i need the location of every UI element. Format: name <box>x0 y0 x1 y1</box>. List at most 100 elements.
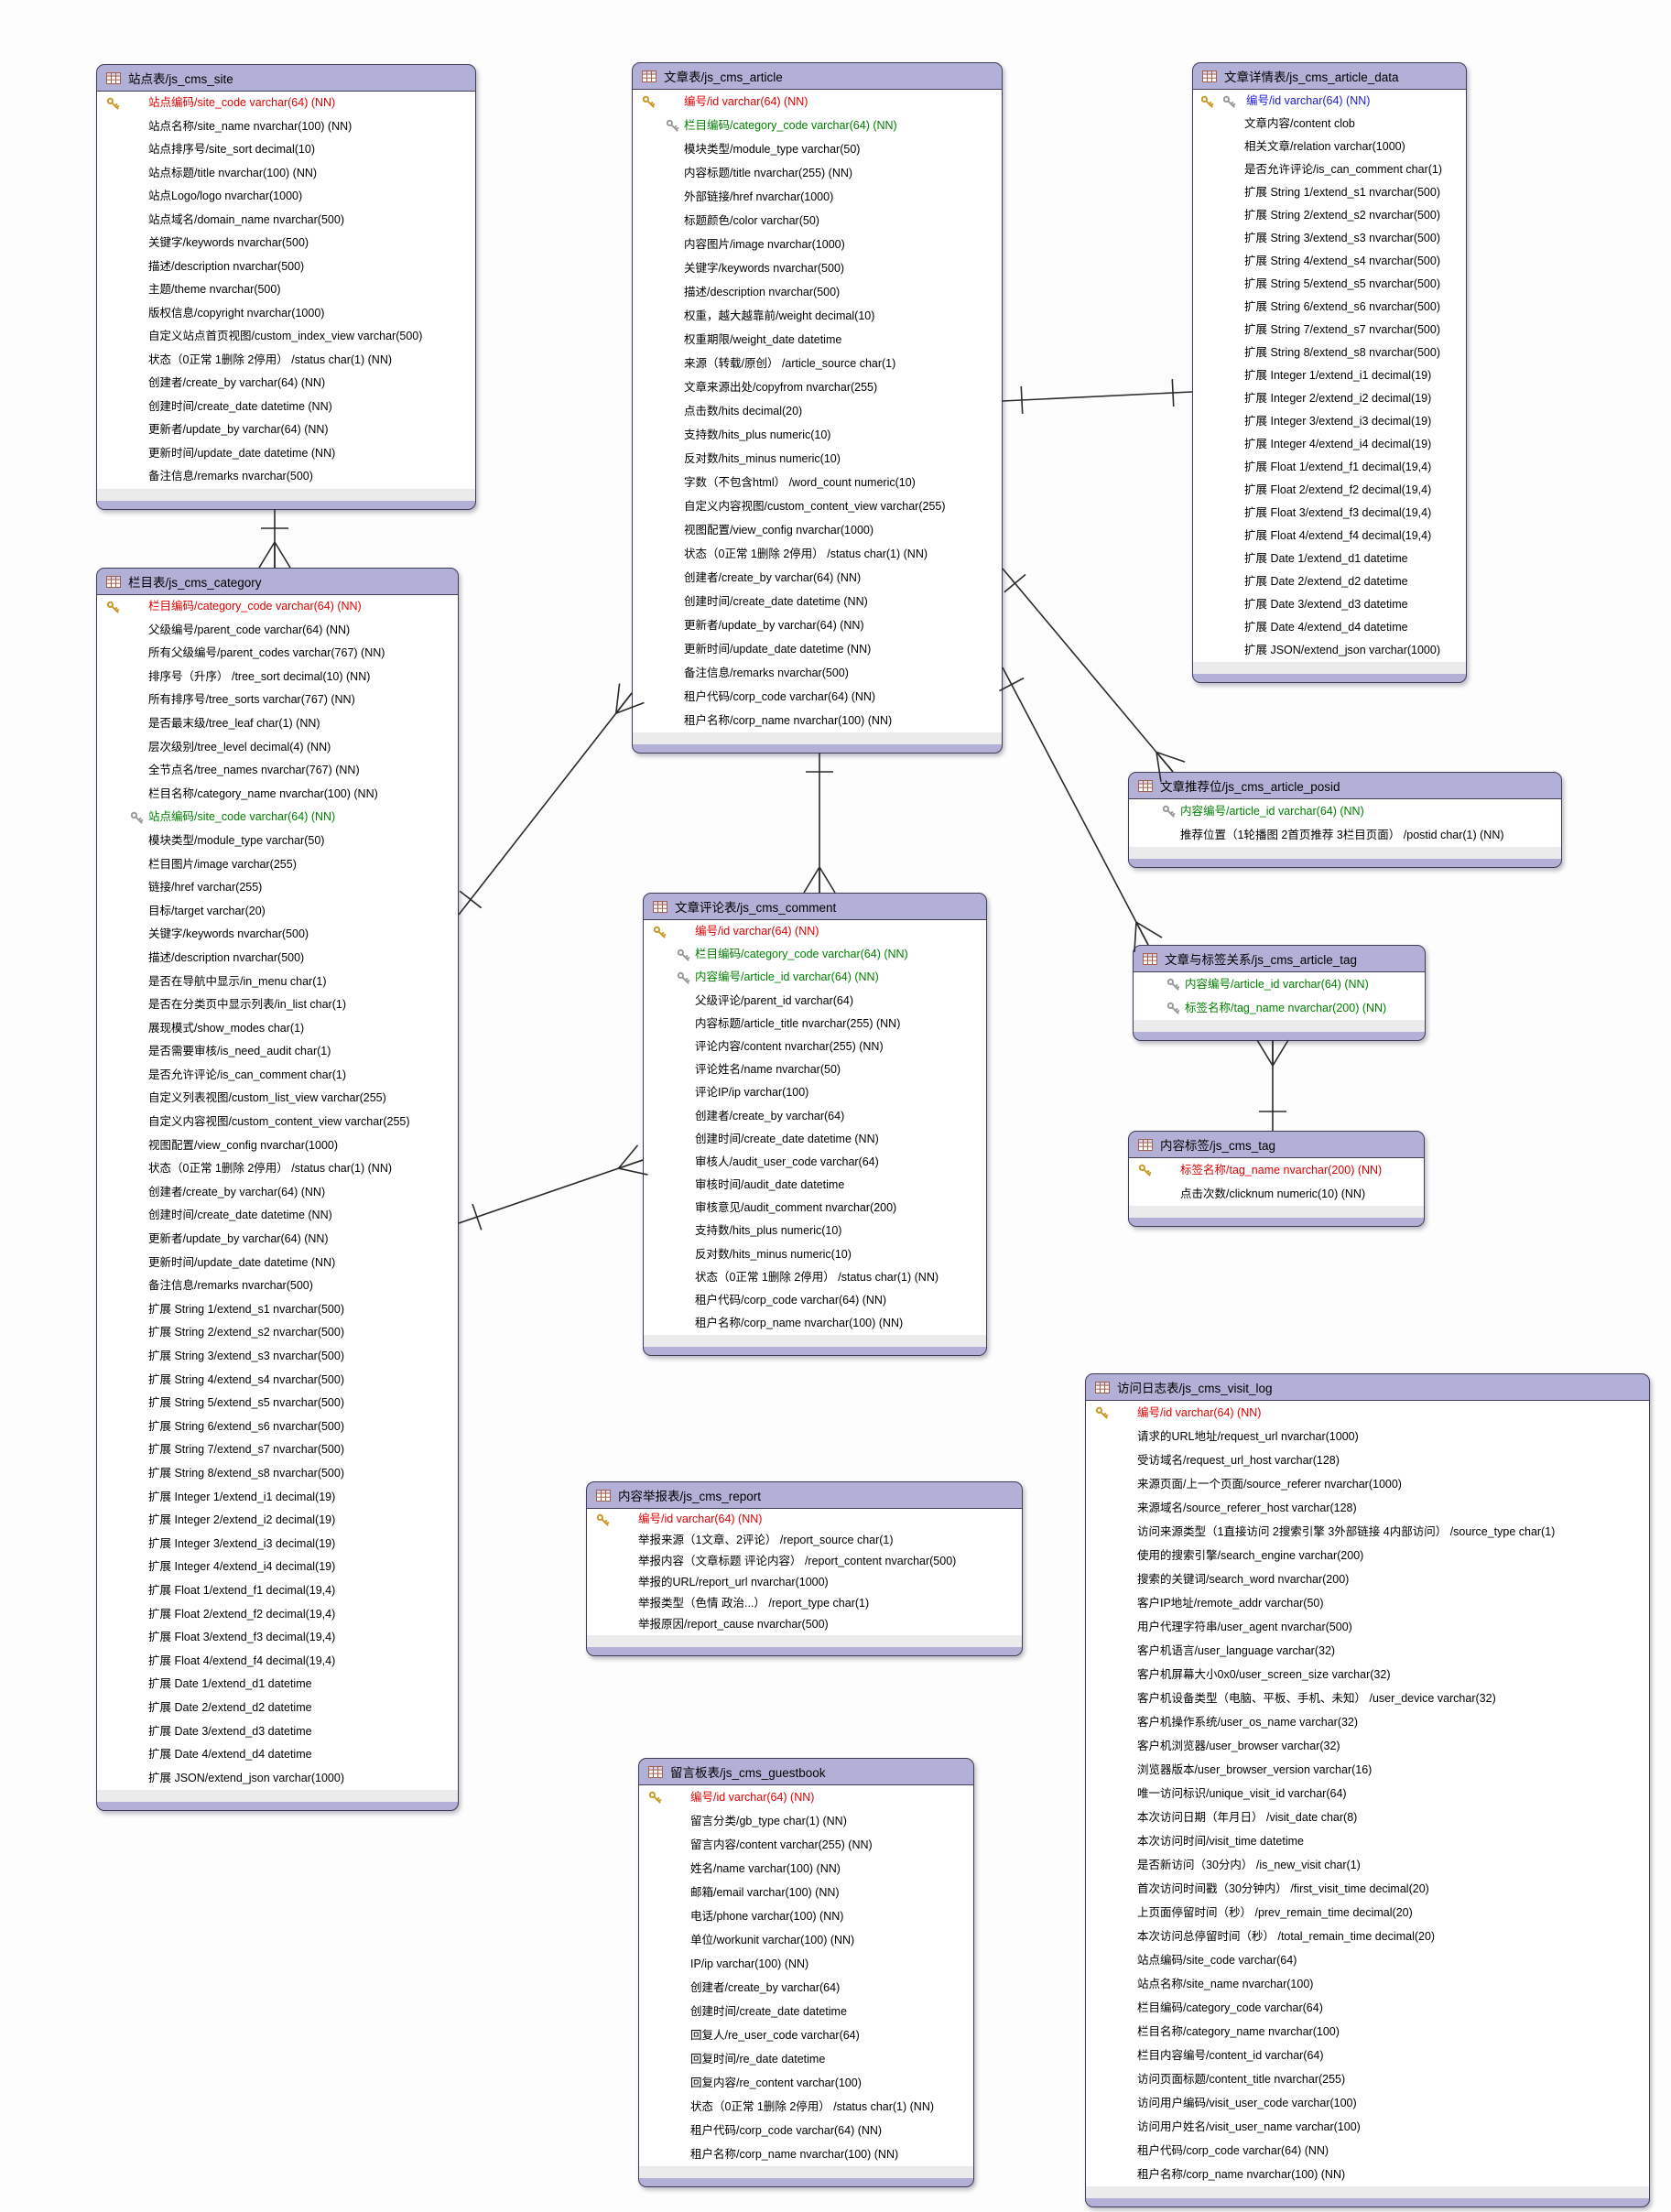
table-icon <box>1138 1138 1153 1151</box>
field-label: 来源域名/source_referer_host varchar(128) <box>1137 1502 1357 1514</box>
field-row-plain: 版权信息/copyright nvarchar(1000) <box>97 302 475 326</box>
table-footer-strip <box>1129 1206 1424 1218</box>
table-js_cms_article_posid[interactable]: 文章推荐位/js_cms_article_posid 内容编号/article_i… <box>1128 772 1562 868</box>
field-row-plain: 扩展 Float 3/extend_f3 decimal(19,4) <box>97 1626 458 1650</box>
field-label: 扩展 Date 1/extend_d1 datetime <box>1244 552 1408 565</box>
field-label: 站点名称/site_name nvarchar(100) <box>1137 1978 1314 1990</box>
field-label: 站点名称/site_name nvarchar(100) (NN) <box>148 119 353 133</box>
field-label: 关键字/keywords nvarchar(500) <box>684 262 845 275</box>
table-js_cms_article_tag[interactable]: 文章与标签关系/js_cms_article_tag 内容编号/article_i… <box>1133 945 1426 1041</box>
field-row-plain: 扩展 String 2/extend_s2 nvarchar(500) <box>97 1321 458 1345</box>
field-row-plain: 审核意见/audit_comment nvarchar(200) <box>644 1197 986 1220</box>
field-row-plain: 扩展 String 6/extend_s6 nvarchar(500) <box>97 1415 458 1439</box>
field-label: 全节点名/tree_names nvarchar(767) (NN) <box>148 764 360 777</box>
table-title: 文章详情表/js_cms_article_data <box>1224 70 1399 84</box>
field-row-plain: 扩展 String 7/extend_s7 nvarchar(500) <box>97 1438 458 1462</box>
field-label: 扩展 Float 1/extend_f1 decimal(19,4) <box>1244 461 1432 473</box>
field-label: 权重，越大越靠前/weight decimal(10) <box>684 309 875 322</box>
field-row-plain: 更新者/update_by varchar(64) (NN) <box>633 613 1002 637</box>
field-row-plain: 站点编码/site_code varchar(64) <box>1086 1948 1649 1972</box>
table-icon <box>642 70 656 82</box>
field-row-plain: 扩展 Float 2/extend_f2 decimal(19,4) <box>1193 479 1466 502</box>
field-row-plain: 扩展 Float 4/extend_f4 decimal(19,4) <box>1193 525 1466 548</box>
table-js_cms_guestbook[interactable]: 留言板表/js_cms_guestbook 编号/id varchar(64) (… <box>638 1758 974 2187</box>
table-header[interactable]: 文章与标签关系/js_cms_article_tag <box>1134 946 1425 972</box>
field-label: 视图配置/view_config nvarchar(1000) <box>684 524 874 537</box>
field-row-plain: 反对数/hits_minus numeric(10) <box>644 1243 986 1266</box>
field-label: 自定义内容视图/custom_content_view varchar(255) <box>148 1115 410 1129</box>
foreign-key-icon <box>1166 1002 1180 1014</box>
field-label: 标签名称/tag_name nvarchar(200) (NN) <box>1185 1002 1387 1014</box>
field-label: 扩展 String 2/extend_s2 nvarchar(500) <box>1244 209 1440 222</box>
table-header[interactable]: 文章详情表/js_cms_article_data <box>1193 63 1466 90</box>
table-header[interactable]: 文章表/js_cms_article <box>633 63 1002 90</box>
table-header[interactable]: 栏目表/js_cms_category <box>97 569 458 595</box>
field-row-fk: 标签名称/tag_name nvarchar(200) (NN) <box>1134 996 1425 1020</box>
field-row-plain: 扩展 Integer 3/extend_i3 decimal(19) <box>97 1533 458 1556</box>
field-label: 客户机设备类型（电脑、平板、手机、未知） /user_device varcha… <box>1137 1692 1496 1705</box>
field-row-plain: 用户代理字符串/user_agent nvarchar(500) <box>1086 1615 1649 1639</box>
field-label: 内容图片/image nvarchar(1000) <box>684 238 845 251</box>
table-js_cms_visit_log[interactable]: 访问日志表/js_cms_visit_log 编号/id varchar(64) … <box>1085 1373 1650 2207</box>
field-label: 推荐位置（1轮播图 2首页推荐 3栏目页面） /postid char(1) (… <box>1180 829 1504 841</box>
table-header[interactable]: 文章推荐位/js_cms_article_posid <box>1129 773 1561 799</box>
table-header[interactable]: 访问日志表/js_cms_visit_log <box>1086 1374 1649 1401</box>
table-footer-strip <box>644 1335 986 1348</box>
field-label: 站点编码/site_code varchar(64) (NN) <box>148 96 336 109</box>
table-header[interactable]: 内容标签/js_cms_tag <box>1129 1132 1424 1158</box>
field-label: 栏目名称/category_name nvarchar(100) (NN) <box>148 786 378 800</box>
table-js_cms_site[interactable]: 站点表/js_cms_site 站点编码/site_code varchar(64… <box>96 64 476 510</box>
field-label: 是否在分类页中显示列表/in_list char(1) <box>148 998 346 1012</box>
field-label: 扩展 String 3/extend_s3 nvarchar(500) <box>148 1350 344 1362</box>
field-label: 是否允许评论/is_can_comment char(1) <box>1244 163 1443 176</box>
field-row-plain: 扩展 Date 3/extend_d3 datetime <box>1193 593 1466 616</box>
table-header[interactable]: 留言板表/js_cms_guestbook <box>639 1759 973 1785</box>
table-js_cms_report[interactable]: 内容举报表/js_cms_report 编号/id varchar(64) (NN… <box>586 1481 1023 1656</box>
table-header[interactable]: 内容举报表/js_cms_report <box>587 1482 1022 1509</box>
field-label: 本次访问时间/visit_time datetime <box>1137 1835 1304 1848</box>
field-label: 客户IP地址/remote_addr varchar(50) <box>1137 1597 1324 1610</box>
table-fields: 编号/id varchar(64) (NN) 举报来源（1文章、2评论） /rep… <box>587 1509 1022 1635</box>
field-label: 扩展 String 1/extend_s1 nvarchar(500) <box>148 1302 344 1316</box>
primary-key-icon <box>106 97 120 110</box>
field-row-plain: 租户名称/corp_name nvarchar(100) (NN) <box>639 2142 973 2166</box>
table-js_cms_article[interactable]: 文章表/js_cms_article 编号/id varchar(64) (NN)… <box>632 62 1003 754</box>
field-row-plain: 自定义列表视图/custom_list_view varchar(255) <box>97 1087 458 1111</box>
table-js_cms_tag[interactable]: 内容标签/js_cms_tag 标签名称/tag_name nvarchar(20… <box>1128 1131 1425 1227</box>
field-label: 扩展 String 8/extend_s8 nvarchar(500) <box>1244 346 1440 359</box>
field-label: 排序号（升序） /tree_sort decimal(10) (NN) <box>148 669 371 683</box>
table-header[interactable]: 文章评论表/js_cms_comment <box>644 894 986 920</box>
field-label: 字数（不包含html） /word_count numeric(10) <box>684 476 916 489</box>
field-label: 扩展 Float 3/extend_f3 decimal(19,4) <box>148 1631 336 1644</box>
field-label: 自定义内容视图/custom_content_view varchar(255) <box>684 500 946 513</box>
table-js_cms_article_data[interactable]: 文章详情表/js_cms_article_data 编号/id varchar(6… <box>1192 62 1467 683</box>
field-row-plain: 扩展 Integer 2/extend_i2 decimal(19) <box>1193 387 1466 410</box>
foreign-key-icon <box>130 811 144 824</box>
field-label: 文章来源出处/copyfrom nvarchar(255) <box>684 381 878 394</box>
field-row-plain: 来源页面/上一个页面/source_referer nvarchar(1000) <box>1086 1472 1649 1496</box>
field-row-plain: 搜索的关键词/search_word nvarchar(200) <box>1086 1567 1649 1591</box>
field-row-plain: 回复内容/re_content varchar(100) <box>639 2071 973 2095</box>
field-label: 权重期限/weight_date datetime <box>684 333 842 346</box>
field-row-pk: 编号/id varchar(64) (NN) <box>633 90 1002 114</box>
field-row-plain: 关键字/keywords nvarchar(500) <box>97 923 458 947</box>
field-row-plain: 栏目编码/category_code varchar(64) <box>1086 1996 1649 2020</box>
table-footer-strip <box>1086 2186 1649 2198</box>
field-label: 外部链接/href nvarchar(1000) <box>684 190 834 203</box>
field-row-plain: 创建时间/create_date datetime <box>639 2000 973 2023</box>
field-label: 举报类型（色情 政治...） /report_type char(1) <box>638 1597 870 1610</box>
field-row-plain: 评论内容/content nvarchar(255) (NN) <box>644 1036 986 1058</box>
field-label: 栏目编码/category_code varchar(64) (NN) <box>695 948 908 961</box>
field-row-plain: 邮箱/email varchar(100) (NN) <box>639 1881 973 1904</box>
field-row-plain: 创建时间/create_date datetime (NN) <box>644 1128 986 1151</box>
field-label: 访问用户编码/visit_user_code varchar(100) <box>1137 2097 1357 2109</box>
field-label: 扩展 String 4/extend_s4 nvarchar(500) <box>1244 255 1440 267</box>
field-row-plain: 支持数/hits_plus numeric(10) <box>644 1220 986 1242</box>
relationship-js_cms_article-js_cms_comment <box>803 753 836 894</box>
table-js_cms_category[interactable]: 栏目表/js_cms_category 栏目编码/category_code va… <box>96 568 459 1812</box>
field-label: 回复人/re_user_code varchar(64) <box>690 2029 860 2042</box>
table-js_cms_comment[interactable]: 文章评论表/js_cms_comment 编号/id varchar(64) (N… <box>643 893 987 1357</box>
field-label: 内容标题/article_title nvarchar(255) (NN) <box>695 1016 901 1030</box>
field-label: 备注信息/remarks nvarchar(500) <box>684 667 849 679</box>
table-header[interactable]: 站点表/js_cms_site <box>97 65 475 92</box>
